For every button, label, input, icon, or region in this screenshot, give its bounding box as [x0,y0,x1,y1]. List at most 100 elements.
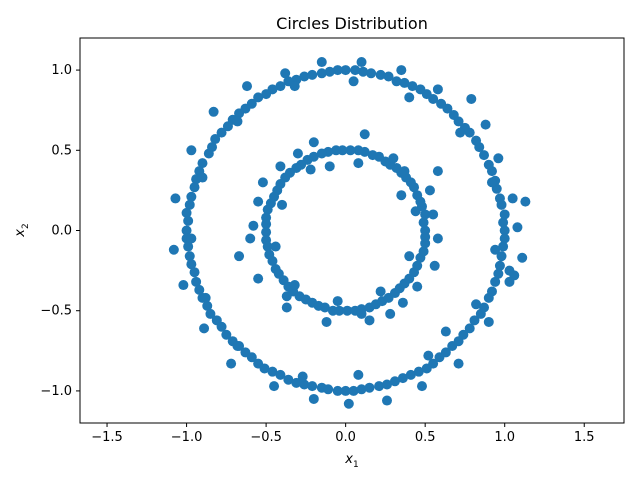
y-tick-label: 0.5 [51,143,72,158]
data-point [512,222,523,233]
points-layer [168,57,531,409]
data-point [277,199,288,210]
data-point [191,276,202,287]
data-point [466,93,477,104]
data-point [292,148,303,159]
data-point [397,297,408,308]
data-point [186,145,197,156]
data-point [307,381,318,392]
y-tick-label: −1.0 [40,384,72,399]
data-point [307,69,318,80]
data-point [412,281,423,292]
data-point [305,164,316,175]
data-point [324,161,335,172]
data-point [242,81,253,92]
x-axis-label: x1 [344,452,358,470]
data-point [404,251,415,262]
data-point [405,369,416,380]
x-tick-label: −0.5 [250,430,282,445]
data-point [436,98,447,109]
data-point [499,209,510,220]
data-point [356,384,367,395]
chart-title: Circles Distribution [276,14,428,33]
data-point [246,352,257,363]
data-point [183,215,194,226]
y-tick-label: 0.0 [51,224,72,239]
data-point [429,260,440,271]
data-point [499,233,510,244]
data-point [358,66,369,77]
data-point [319,302,330,313]
data-point [202,300,213,311]
data-point [479,150,490,161]
data-point [200,292,211,303]
data-point [455,127,466,138]
data-point [428,358,439,369]
data-point [504,265,515,276]
data-point [420,209,431,220]
data-point [343,398,354,409]
data-point [375,286,386,297]
data-point [222,121,233,132]
data-point [332,65,343,76]
data-point [418,246,429,257]
data-point [440,326,451,337]
data-point [471,299,482,310]
data-point [291,377,302,388]
data-point [432,84,443,95]
data-point [428,209,439,220]
data-point [275,369,286,380]
data-point [407,81,418,92]
data-point [479,302,490,313]
data-point [316,148,327,159]
data-point [415,84,426,95]
data-point [366,68,377,79]
data-point [170,193,181,204]
data-point [334,305,345,316]
data-point [308,137,319,148]
data-point [483,159,494,170]
data-point [440,347,451,358]
data-point [189,267,200,278]
data-point [374,381,385,392]
data-point [494,193,505,204]
data-point [267,255,278,266]
data-point [316,68,327,79]
data-point [388,153,399,164]
data-point [418,217,429,228]
data-point [197,172,208,183]
data-point [234,251,245,262]
data-point [281,291,292,302]
data-point [410,206,421,217]
data-point [216,127,227,138]
data-point [316,57,327,68]
data-point [261,219,272,230]
data-point [490,276,501,287]
data-point [416,381,427,392]
data-point [283,374,294,385]
data-point [267,366,278,377]
data-point [323,384,334,395]
data-point [490,244,501,255]
data-point [499,225,510,236]
data-point [432,166,443,177]
data-point [498,217,509,228]
x-axis-label-base: x [344,452,353,467]
x-axis-label-sub: 1 [353,460,359,470]
data-point [458,329,469,340]
data-point [412,190,423,201]
data-point [281,302,292,313]
data-point [253,92,264,103]
data-point [248,220,259,231]
x-tick-label: 1.5 [574,430,595,445]
data-point [184,199,195,210]
data-point [262,241,273,252]
data-point [486,286,497,297]
data-point [299,379,310,390]
data-point [385,308,396,319]
data-point [275,81,286,92]
data-point [245,233,256,244]
data-point [350,65,361,76]
